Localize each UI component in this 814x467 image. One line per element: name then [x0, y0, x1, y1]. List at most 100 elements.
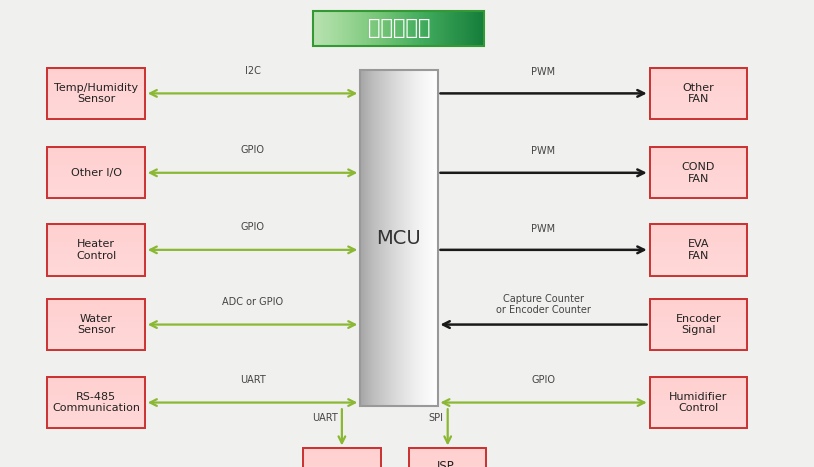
FancyBboxPatch shape: [47, 403, 145, 404]
Text: Temp/Humidity
Sensor: Temp/Humidity Sensor: [54, 83, 138, 104]
FancyBboxPatch shape: [47, 391, 145, 392]
FancyBboxPatch shape: [650, 409, 747, 410]
FancyBboxPatch shape: [650, 250, 747, 251]
FancyBboxPatch shape: [650, 265, 747, 267]
FancyBboxPatch shape: [47, 260, 145, 262]
FancyBboxPatch shape: [650, 182, 747, 183]
Text: PWM: PWM: [532, 67, 556, 77]
FancyBboxPatch shape: [650, 341, 747, 343]
FancyBboxPatch shape: [47, 68, 145, 119]
FancyBboxPatch shape: [47, 185, 145, 187]
FancyBboxPatch shape: [47, 166, 145, 168]
FancyBboxPatch shape: [47, 161, 145, 163]
FancyBboxPatch shape: [650, 400, 747, 401]
FancyBboxPatch shape: [650, 164, 747, 165]
FancyBboxPatch shape: [47, 331, 145, 333]
FancyBboxPatch shape: [47, 193, 145, 195]
FancyBboxPatch shape: [47, 409, 145, 410]
FancyBboxPatch shape: [47, 425, 145, 426]
FancyBboxPatch shape: [650, 323, 747, 325]
FancyBboxPatch shape: [650, 339, 747, 340]
Text: ISP,
JTAG: ISP, JTAG: [435, 460, 461, 467]
FancyBboxPatch shape: [47, 274, 145, 276]
FancyBboxPatch shape: [47, 399, 145, 400]
FancyBboxPatch shape: [47, 147, 145, 198]
FancyBboxPatch shape: [650, 87, 747, 88]
FancyBboxPatch shape: [650, 92, 747, 93]
FancyBboxPatch shape: [409, 464, 487, 465]
FancyBboxPatch shape: [47, 240, 145, 241]
FancyBboxPatch shape: [47, 336, 145, 337]
FancyBboxPatch shape: [650, 248, 747, 250]
FancyBboxPatch shape: [47, 343, 145, 344]
FancyBboxPatch shape: [650, 185, 747, 187]
FancyBboxPatch shape: [650, 118, 747, 119]
FancyBboxPatch shape: [47, 396, 145, 397]
FancyBboxPatch shape: [47, 241, 145, 242]
FancyBboxPatch shape: [47, 404, 145, 405]
FancyBboxPatch shape: [47, 333, 145, 335]
FancyBboxPatch shape: [650, 241, 747, 242]
Text: RS-485
Communication: RS-485 Communication: [52, 392, 140, 413]
FancyBboxPatch shape: [650, 423, 747, 425]
FancyBboxPatch shape: [47, 422, 145, 423]
FancyBboxPatch shape: [650, 85, 747, 86]
FancyBboxPatch shape: [650, 105, 747, 106]
FancyBboxPatch shape: [650, 191, 747, 192]
FancyBboxPatch shape: [47, 91, 145, 92]
FancyBboxPatch shape: [650, 343, 747, 344]
FancyBboxPatch shape: [47, 96, 145, 97]
FancyBboxPatch shape: [650, 147, 747, 198]
FancyBboxPatch shape: [47, 245, 145, 246]
FancyBboxPatch shape: [650, 166, 747, 168]
FancyBboxPatch shape: [650, 269, 747, 270]
FancyBboxPatch shape: [650, 325, 747, 326]
FancyBboxPatch shape: [47, 250, 145, 251]
FancyBboxPatch shape: [409, 465, 487, 466]
FancyBboxPatch shape: [47, 99, 145, 100]
FancyBboxPatch shape: [47, 87, 145, 88]
FancyBboxPatch shape: [47, 90, 145, 91]
FancyBboxPatch shape: [650, 299, 747, 350]
FancyBboxPatch shape: [47, 195, 145, 196]
FancyBboxPatch shape: [650, 173, 747, 174]
FancyBboxPatch shape: [650, 83, 747, 85]
FancyBboxPatch shape: [650, 192, 747, 193]
FancyBboxPatch shape: [47, 104, 145, 105]
FancyBboxPatch shape: [650, 410, 747, 411]
FancyBboxPatch shape: [650, 270, 747, 272]
FancyBboxPatch shape: [650, 107, 747, 109]
FancyBboxPatch shape: [47, 273, 145, 274]
FancyBboxPatch shape: [650, 328, 747, 330]
Text: SPI: SPI: [429, 413, 444, 423]
FancyBboxPatch shape: [47, 255, 145, 256]
FancyBboxPatch shape: [650, 395, 747, 396]
FancyBboxPatch shape: [650, 345, 747, 347]
FancyBboxPatch shape: [650, 377, 747, 428]
FancyBboxPatch shape: [47, 177, 145, 178]
FancyBboxPatch shape: [47, 107, 145, 109]
FancyBboxPatch shape: [650, 95, 747, 96]
FancyBboxPatch shape: [47, 248, 145, 250]
Text: UART: UART: [312, 413, 338, 423]
FancyBboxPatch shape: [650, 109, 747, 110]
FancyBboxPatch shape: [47, 183, 145, 184]
FancyBboxPatch shape: [47, 268, 145, 269]
FancyBboxPatch shape: [650, 411, 747, 413]
FancyBboxPatch shape: [650, 179, 747, 181]
FancyBboxPatch shape: [650, 259, 747, 260]
FancyBboxPatch shape: [47, 83, 145, 85]
FancyBboxPatch shape: [650, 183, 747, 184]
FancyBboxPatch shape: [650, 413, 747, 414]
FancyBboxPatch shape: [650, 252, 747, 254]
FancyBboxPatch shape: [303, 448, 381, 467]
Text: UART: UART: [239, 375, 265, 385]
FancyBboxPatch shape: [650, 417, 747, 418]
FancyBboxPatch shape: [47, 335, 145, 336]
FancyBboxPatch shape: [650, 101, 747, 102]
FancyBboxPatch shape: [47, 272, 145, 273]
FancyBboxPatch shape: [650, 91, 747, 92]
FancyBboxPatch shape: [409, 462, 487, 464]
FancyBboxPatch shape: [47, 170, 145, 171]
FancyBboxPatch shape: [47, 168, 145, 169]
